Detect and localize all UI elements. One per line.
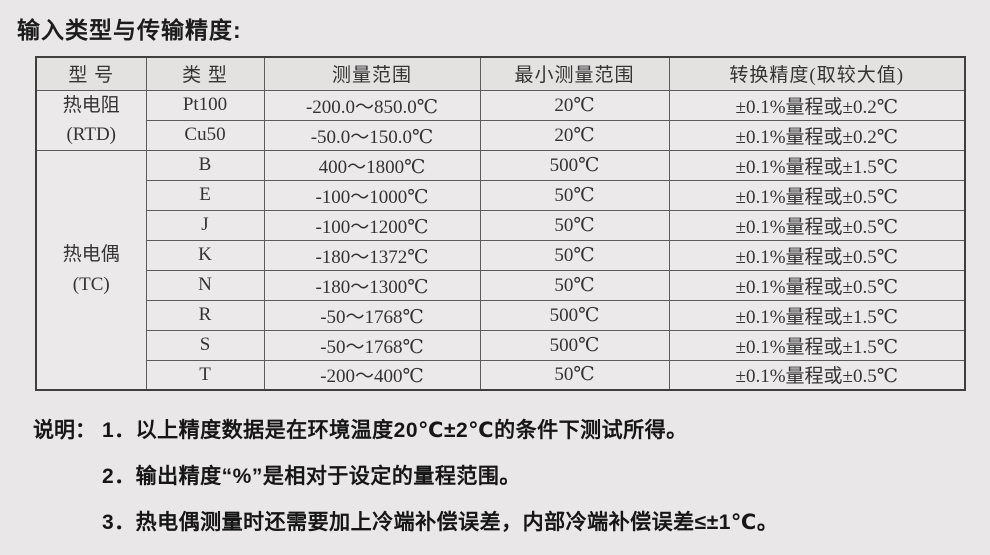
table-row: Cu50 -50.0～150.0℃ 20℃ ±0.1%量程或±0.2℃ [36, 119, 966, 151]
header-min-range: 最小测量范围 [479, 56, 670, 91]
type-cell: Pt100 [145, 89, 265, 121]
range-cell: -180～1300℃ [263, 269, 481, 301]
accuracy-cell: ±0.1%量程或±0.5℃ [668, 269, 966, 301]
model-cell: 热电阻 (RTD) [35, 89, 147, 151]
min-range-cell: 50℃ [479, 359, 670, 391]
header-accuracy: 转换精度(取较大值) [668, 56, 966, 91]
header-row: 型 号 类 型 测量范围 最小测量范围 转换精度(取较大值) [35, 56, 966, 91]
min-range-cell: 500℃ [479, 299, 670, 331]
range-cell: -100～1000℃ [263, 179, 481, 211]
accuracy-cell: ±0.1%量程或±0.2℃ [668, 119, 966, 151]
accuracy-cell: ±0.1%量程或±1.5℃ [668, 299, 966, 331]
table-row: J -100～1200℃ 50℃ ±0.1%量程或±0.5℃ [36, 209, 966, 241]
header-model: 型 号 [35, 56, 147, 91]
type-cell: R [145, 299, 265, 331]
table-row: 热电偶 (TC) B 400～1800℃ 500℃ ±0.1%量程或±1.5℃ [35, 149, 966, 391]
accuracy-cell: ±0.1%量程或±0.5℃ [668, 239, 966, 271]
range-cell: -180～1372℃ [263, 239, 481, 271]
range-cell: 400～1800℃ [263, 149, 481, 181]
accuracy-cell: ±0.1%量程或±1.5℃ [668, 329, 966, 361]
type-cell: E [145, 179, 265, 211]
range-cell: -100～1200℃ [263, 209, 481, 241]
range-cell: -200～400℃ [263, 359, 481, 391]
header-range: 测量范围 [263, 56, 481, 91]
accuracy-cell: ±0.1%量程或±0.5℃ [668, 359, 966, 391]
range-cell: -50.0～150.0℃ [263, 119, 481, 151]
note-item-2: 2．输出精度“%”是相对于设定的量程范围。 [102, 465, 521, 488]
spec-table-header: 型 号 类 型 测量范围 最小测量范围 转换精度(取较大值) [35, 56, 966, 91]
min-range-cell: 50℃ [479, 269, 670, 301]
min-range-cell: 50℃ [479, 239, 670, 271]
notes-section: 说明： 1．以上精度数据是在环境温度20℃±2℃的条件下测试所得。 2．输出精度… [33, 414, 990, 536]
table-row: 热电阻 (RTD) Pt100 -200.0～850.0℃ 20℃ ±0.1%量程或±0.… [35, 89, 966, 151]
range-cell: -200.0～850.0℃ [263, 89, 481, 121]
accuracy-cell: ±0.1%量程或±0.2℃ [668, 89, 966, 121]
accuracy-cell: ±0.1%量程或±1.5℃ [668, 149, 966, 181]
min-range-cell: 50℃ [479, 179, 670, 211]
table-row: K -180～1372℃ 50℃ ±0.1%量程或±0.5℃ [36, 239, 966, 271]
table-row: T -200～400℃ 50℃ ±0.1%量程或±0.5℃ [36, 359, 966, 391]
spec-table-body: 热电阻 (RTD) Pt100 -200.0～850.0℃ 20℃ ±0.1%量程或±0.… [35, 89, 966, 391]
accuracy-cell: ±0.1%量程或±0.5℃ [668, 179, 966, 211]
note-item-3: 3．热电偶测量时还需要加上冷端补偿误差，内部冷端补偿误差≤±1℃。 [102, 511, 779, 534]
table-row: S -50～1768℃ 500℃ ±0.1%量程或±1.5℃ [36, 329, 966, 361]
table-row: R -50～1768℃ 500℃ ±0.1%量程或±1.5℃ [36, 299, 966, 331]
notes-items: 1．以上精度数据是在环境温度20℃±2℃的条件下测试所得。 2．输出精度“%”是… [102, 414, 778, 536]
accuracy-cell: ±0.1%量程或±0.5℃ [668, 209, 966, 241]
min-range-cell: 20℃ [479, 119, 670, 151]
min-range-cell: 20℃ [479, 89, 670, 121]
type-cell: N [145, 269, 265, 301]
type-cell: B [145, 149, 265, 181]
min-range-cell: 50℃ [479, 209, 670, 241]
spec-table: 型 号 类 型 测量范围 最小测量范围 转换精度(取较大值) 热电阻 (RTD) P… [35, 56, 966, 391]
type-cell: K [145, 239, 265, 271]
type-cell: Cu50 [145, 119, 265, 151]
type-cell: J [145, 209, 265, 241]
model-cell: 热电偶 (TC) [35, 149, 147, 391]
table-row: E -100～1000℃ 50℃ ±0.1%量程或±0.5℃ [36, 179, 966, 211]
page-title: 输入类型与传输精度: [17, 17, 242, 43]
table-row: N -180～1300℃ 50℃ ±0.1%量程或±0.5℃ [36, 269, 966, 301]
header-type: 类 型 [145, 56, 265, 91]
range-cell: -50～1768℃ [263, 329, 481, 361]
type-cell: T [145, 359, 265, 391]
note-item-1: 1．以上精度数据是在环境温度20℃±2℃的条件下测试所得。 [102, 419, 688, 442]
range-cell: -50～1768℃ [263, 299, 481, 331]
type-cell: S [145, 329, 265, 361]
min-range-cell: 500℃ [479, 329, 670, 361]
notes-label: 说明： [33, 419, 96, 442]
min-range-cell: 500℃ [479, 149, 670, 181]
